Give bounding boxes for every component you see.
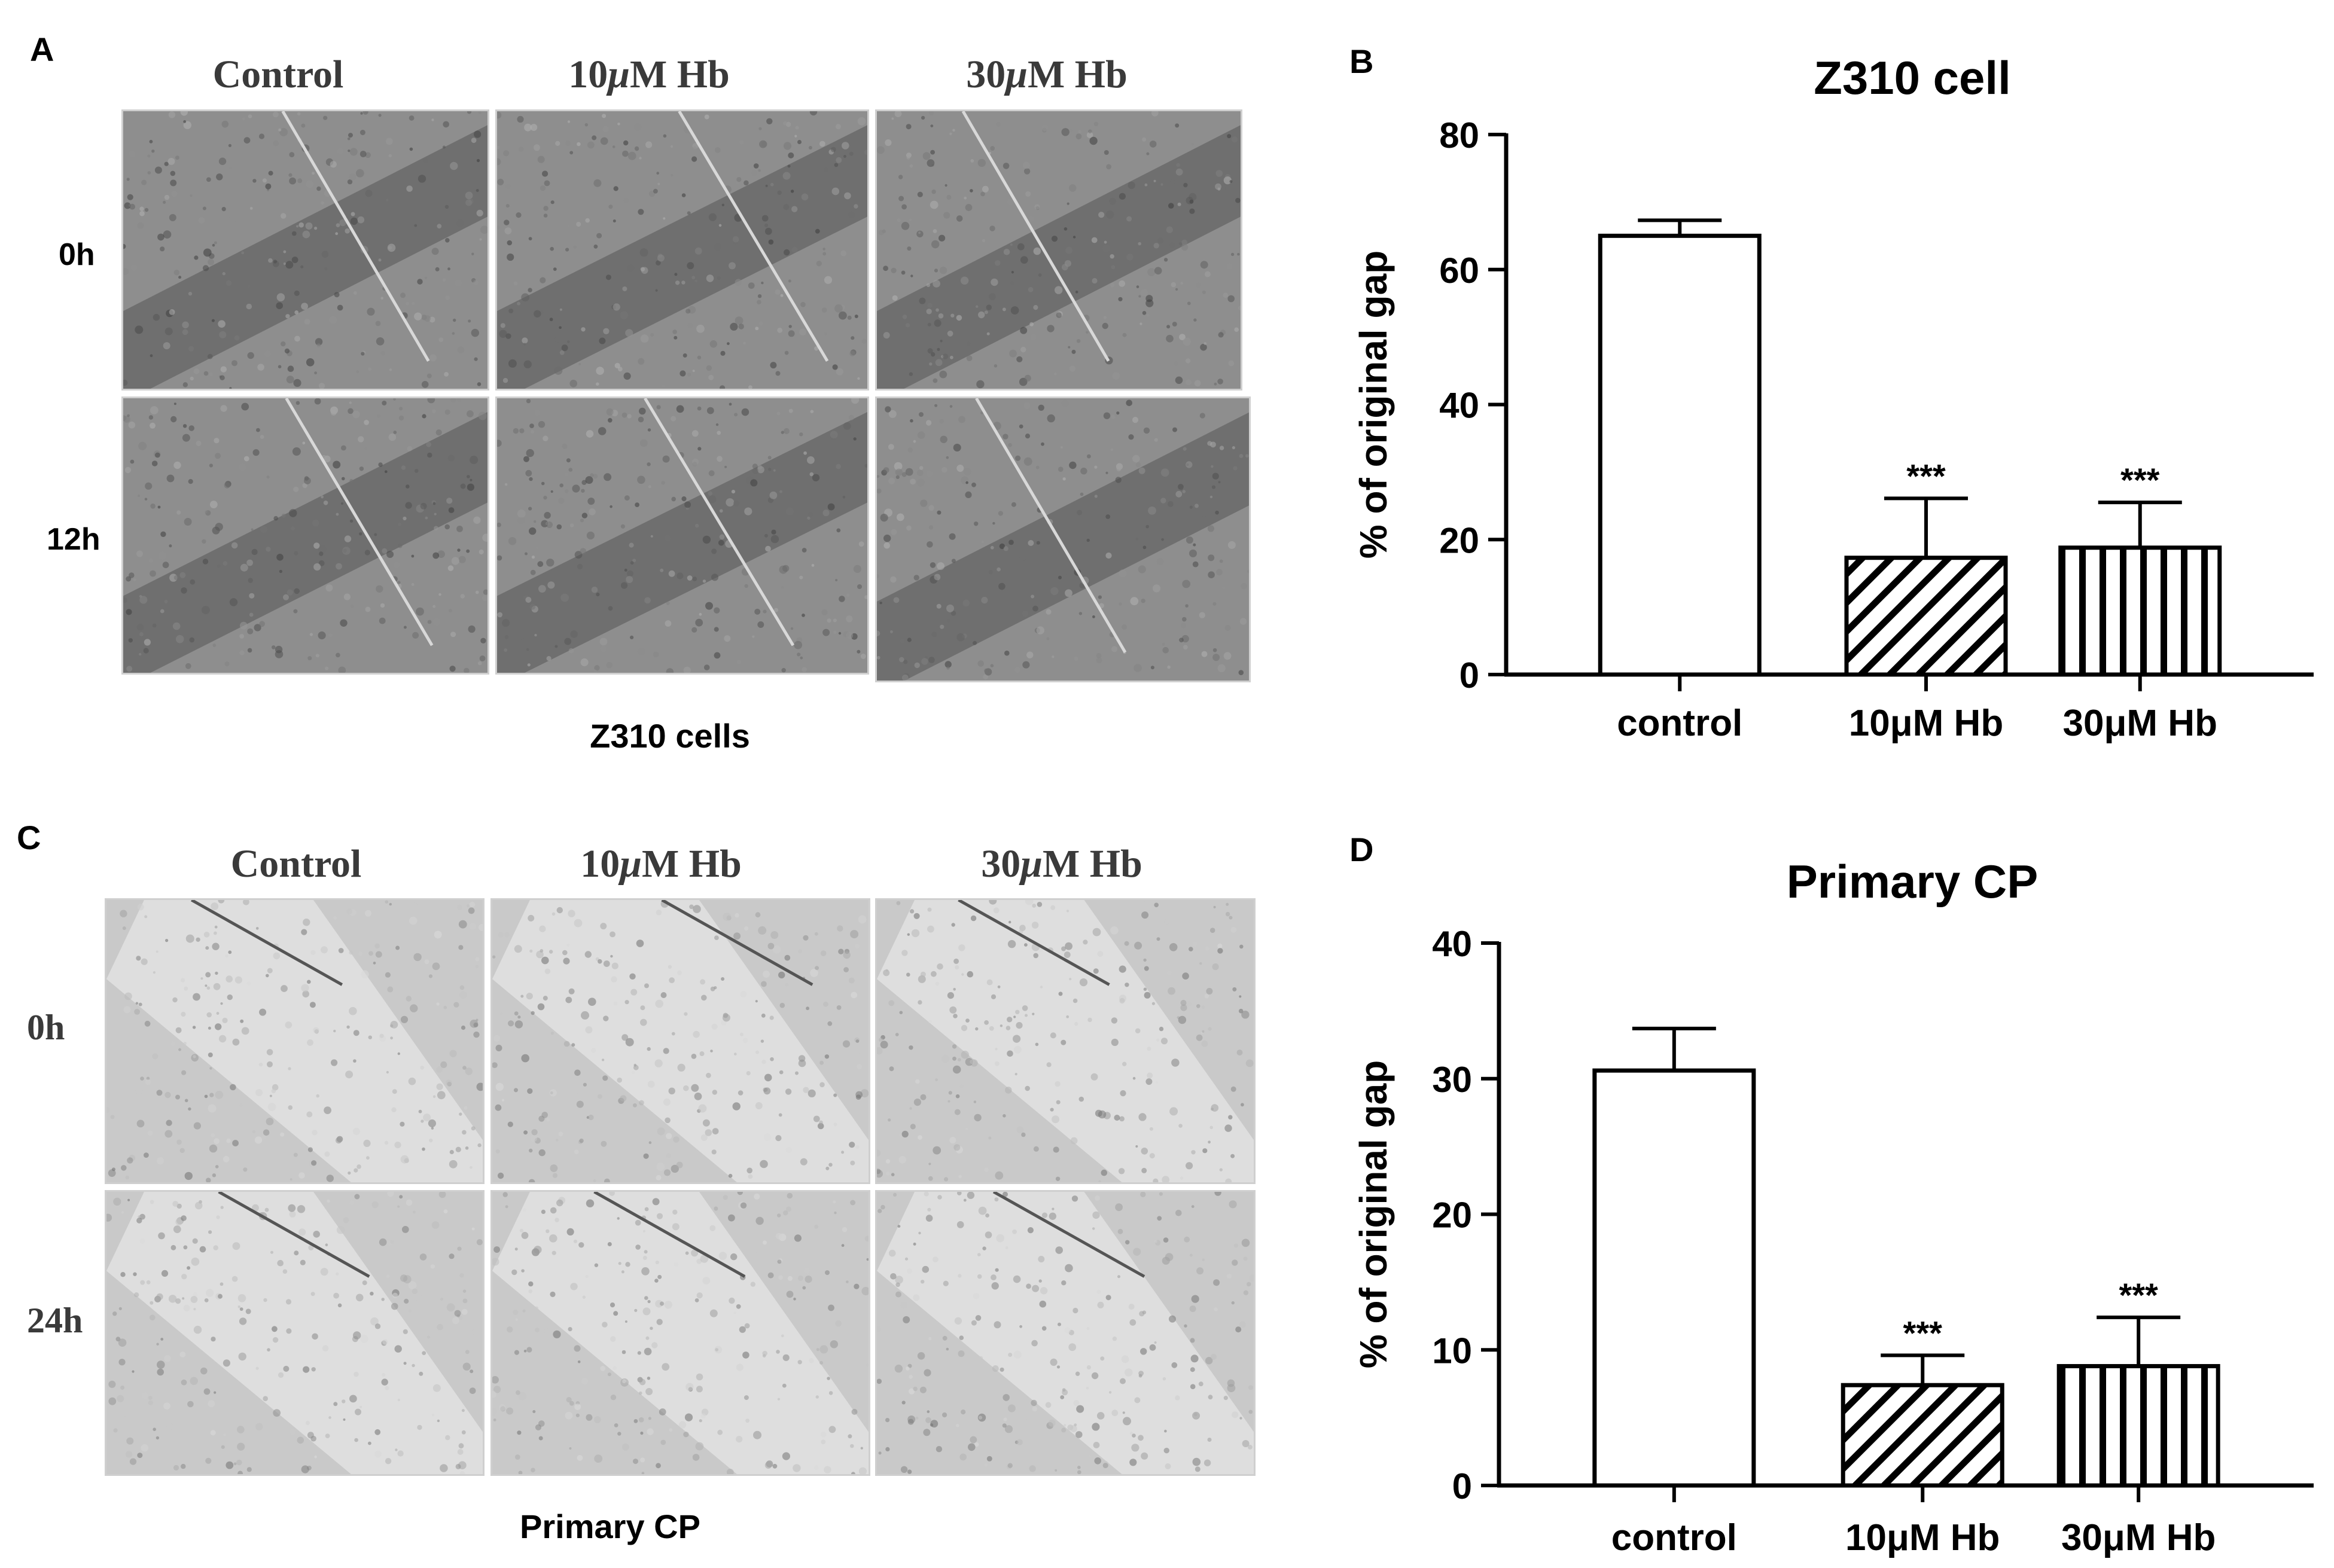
significance-label: *** — [1903, 1314, 1943, 1352]
col-title-prefix: Control — [230, 842, 362, 886]
col-title-suffix: M Hb — [629, 53, 730, 96]
significance-label: *** — [1906, 457, 1946, 495]
significance-label: *** — [2119, 1276, 2158, 1314]
micrograph-c-control-24h — [105, 1190, 485, 1476]
y-axis-label: % of original gap — [1352, 1060, 1395, 1369]
panel-c-row-label-24h: 24h — [27, 1301, 83, 1340]
x-tick-label: 10μM Hb — [1849, 703, 2003, 744]
micrograph-c-30um-0h — [875, 898, 1256, 1184]
bar-fill-pattern — [2060, 547, 2220, 675]
col-title-italic: μ — [1020, 842, 1043, 886]
panel-letter-c: C — [17, 819, 41, 856]
y-tick-label: 20 — [1439, 520, 1479, 560]
panel-a-col-title-10um: 10μM Hb — [470, 55, 828, 94]
panel-a-caption: Z310 cells — [590, 717, 750, 755]
micrograph-a-10um-0h — [495, 109, 869, 391]
chart-primary-cp: Primary CP % of original gap 0 10 20 30 40 cont… — [1352, 855, 2314, 1558]
chart-z310-cell: Z310 cell % of original gap 0 20 40 60 80 contr… — [1352, 51, 2314, 744]
micrograph-c-control-0h — [105, 898, 485, 1184]
y-axis-label: % of original gap — [1352, 251, 1395, 559]
col-title-prefix: 10 — [580, 842, 620, 886]
y-tick-label: 40 — [1432, 924, 1472, 964]
panel-a-col-title-control: Control — [99, 55, 458, 94]
panel-a-col-title-30um: 30μM Hb — [867, 55, 1226, 94]
col-title-italic: μ — [620, 842, 642, 886]
y-tick-label: 0 — [1459, 655, 1479, 695]
panel-c-col-title-control: Control — [117, 844, 476, 884]
panel-c-col-title-10um: 10μM Hb — [482, 844, 840, 884]
x-tick-label: 30μM Hb — [2061, 1517, 2216, 1558]
col-title-prefix: 10 — [568, 53, 608, 96]
chart-title: Z310 cell — [1814, 51, 2011, 104]
x-tick-label: 10μM Hb — [1845, 1517, 2000, 1558]
micrograph-a-30um-0h — [875, 109, 1242, 391]
col-title-suffix: M Hb — [1027, 53, 1128, 96]
x-tick-label: 30μM Hb — [2063, 703, 2217, 744]
micrograph-c-10um-24h — [490, 1190, 870, 1476]
col-title-suffix: M Hb — [641, 842, 742, 886]
y-tick-label: 0 — [1452, 1466, 1472, 1506]
col-title-suffix: M Hb — [1042, 842, 1142, 886]
x-tick-label: control — [1611, 1517, 1737, 1558]
micrograph-c-10um-0h — [490, 898, 870, 1184]
panel-letter-b: B — [1349, 42, 1374, 80]
panel-letter-a: A — [30, 30, 54, 68]
bar — [1592, 1068, 1756, 1488]
significance-label: *** — [2120, 461, 2160, 499]
bar-fill-pattern — [1843, 1385, 2003, 1485]
col-title-italic: μ — [608, 53, 630, 96]
panel-a-row-label-12h: 12h — [47, 522, 100, 557]
panel-letter-d: D — [1349, 831, 1374, 868]
chart-title: Primary CP — [1787, 855, 2039, 908]
col-title-italic: μ — [1005, 53, 1028, 96]
bar-fill-pattern — [2059, 1366, 2219, 1485]
y-tick-label: 10 — [1432, 1331, 1472, 1371]
panel-c-col-title-30um: 30μM Hb — [882, 844, 1241, 884]
col-title-prefix: 30 — [981, 842, 1021, 886]
micrograph-a-10um-12h — [495, 396, 869, 675]
y-tick-label: 60 — [1439, 251, 1479, 291]
micrograph-a-control-0h — [121, 109, 489, 391]
col-title-prefix: 30 — [966, 53, 1006, 96]
y-tick-label: 30 — [1432, 1060, 1472, 1100]
y-tick-label: 40 — [1439, 386, 1479, 426]
y-tick-label: 80 — [1439, 115, 1479, 155]
x-tick-label: control — [1617, 703, 1742, 744]
panel-a-row-label-0h: 0h — [59, 237, 95, 272]
micrograph-a-30um-12h — [875, 396, 1251, 682]
y-tick-label: 20 — [1432, 1195, 1472, 1236]
panel-c-caption: Primary CP — [520, 1508, 700, 1545]
bar — [1598, 233, 1762, 677]
bar-fill-pattern — [1847, 557, 2006, 675]
micrograph-a-control-12h — [121, 396, 489, 675]
panel-c-row-label-0h: 0h — [27, 1008, 65, 1047]
micrograph-c-30um-24h — [875, 1190, 1256, 1476]
col-title-prefix: Control — [212, 53, 344, 96]
